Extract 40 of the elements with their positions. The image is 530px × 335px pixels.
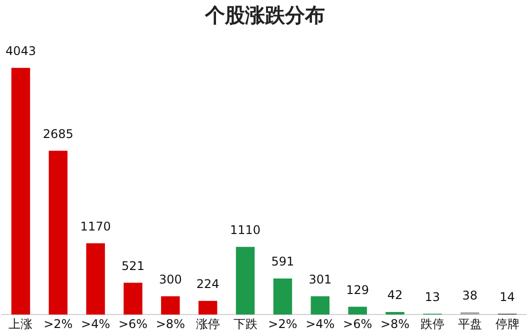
x-tick-label: 停牌: [495, 316, 520, 331]
bar: [236, 246, 255, 315]
data-label: 1170: [80, 219, 111, 234]
bar: [348, 306, 367, 315]
data-label: 42: [387, 288, 403, 302]
data-label: 1110: [230, 222, 261, 237]
x-tick-label: >2%: [44, 316, 73, 331]
x-tick-label: >2%: [268, 316, 298, 331]
bar: [124, 282, 142, 315]
bar: [310, 296, 330, 315]
x-tick-label: 下跌: [233, 316, 258, 331]
x-tick-label: >4%: [81, 316, 110, 331]
data-label: 38: [462, 288, 478, 302]
data-label: 300: [158, 272, 182, 286]
chart-title: 个股涨跌分布: [204, 2, 326, 29]
x-tick-label: 涨停: [196, 316, 220, 331]
x-tick-label: >4%: [306, 316, 335, 331]
bar: [273, 278, 292, 315]
x-tick-label: >6%: [118, 316, 148, 331]
bar: [48, 150, 68, 315]
data-label: 2685: [42, 126, 74, 141]
data-label: 13: [424, 290, 440, 304]
bar: [11, 68, 30, 315]
bar: [198, 300, 218, 315]
data-label: 301: [308, 272, 332, 286]
x-tick-label: 上涨: [8, 316, 33, 331]
x-tick-label: 跌停: [420, 316, 444, 331]
x-tick-label: >6%: [343, 316, 372, 331]
bar: [386, 312, 404, 315]
data-label: 224: [196, 277, 220, 292]
data-label: 129: [346, 282, 370, 297]
x-tick-label: >8%: [156, 316, 185, 331]
data-label: 591: [271, 254, 294, 269]
data-label: 14: [500, 290, 515, 304]
x-tick-label: >8%: [380, 316, 410, 331]
bar: [86, 243, 105, 315]
data-label: 521: [122, 258, 144, 273]
bar: [161, 296, 180, 315]
x-tick-label: 平盘: [458, 316, 482, 331]
data-label: 4043: [5, 44, 36, 58]
